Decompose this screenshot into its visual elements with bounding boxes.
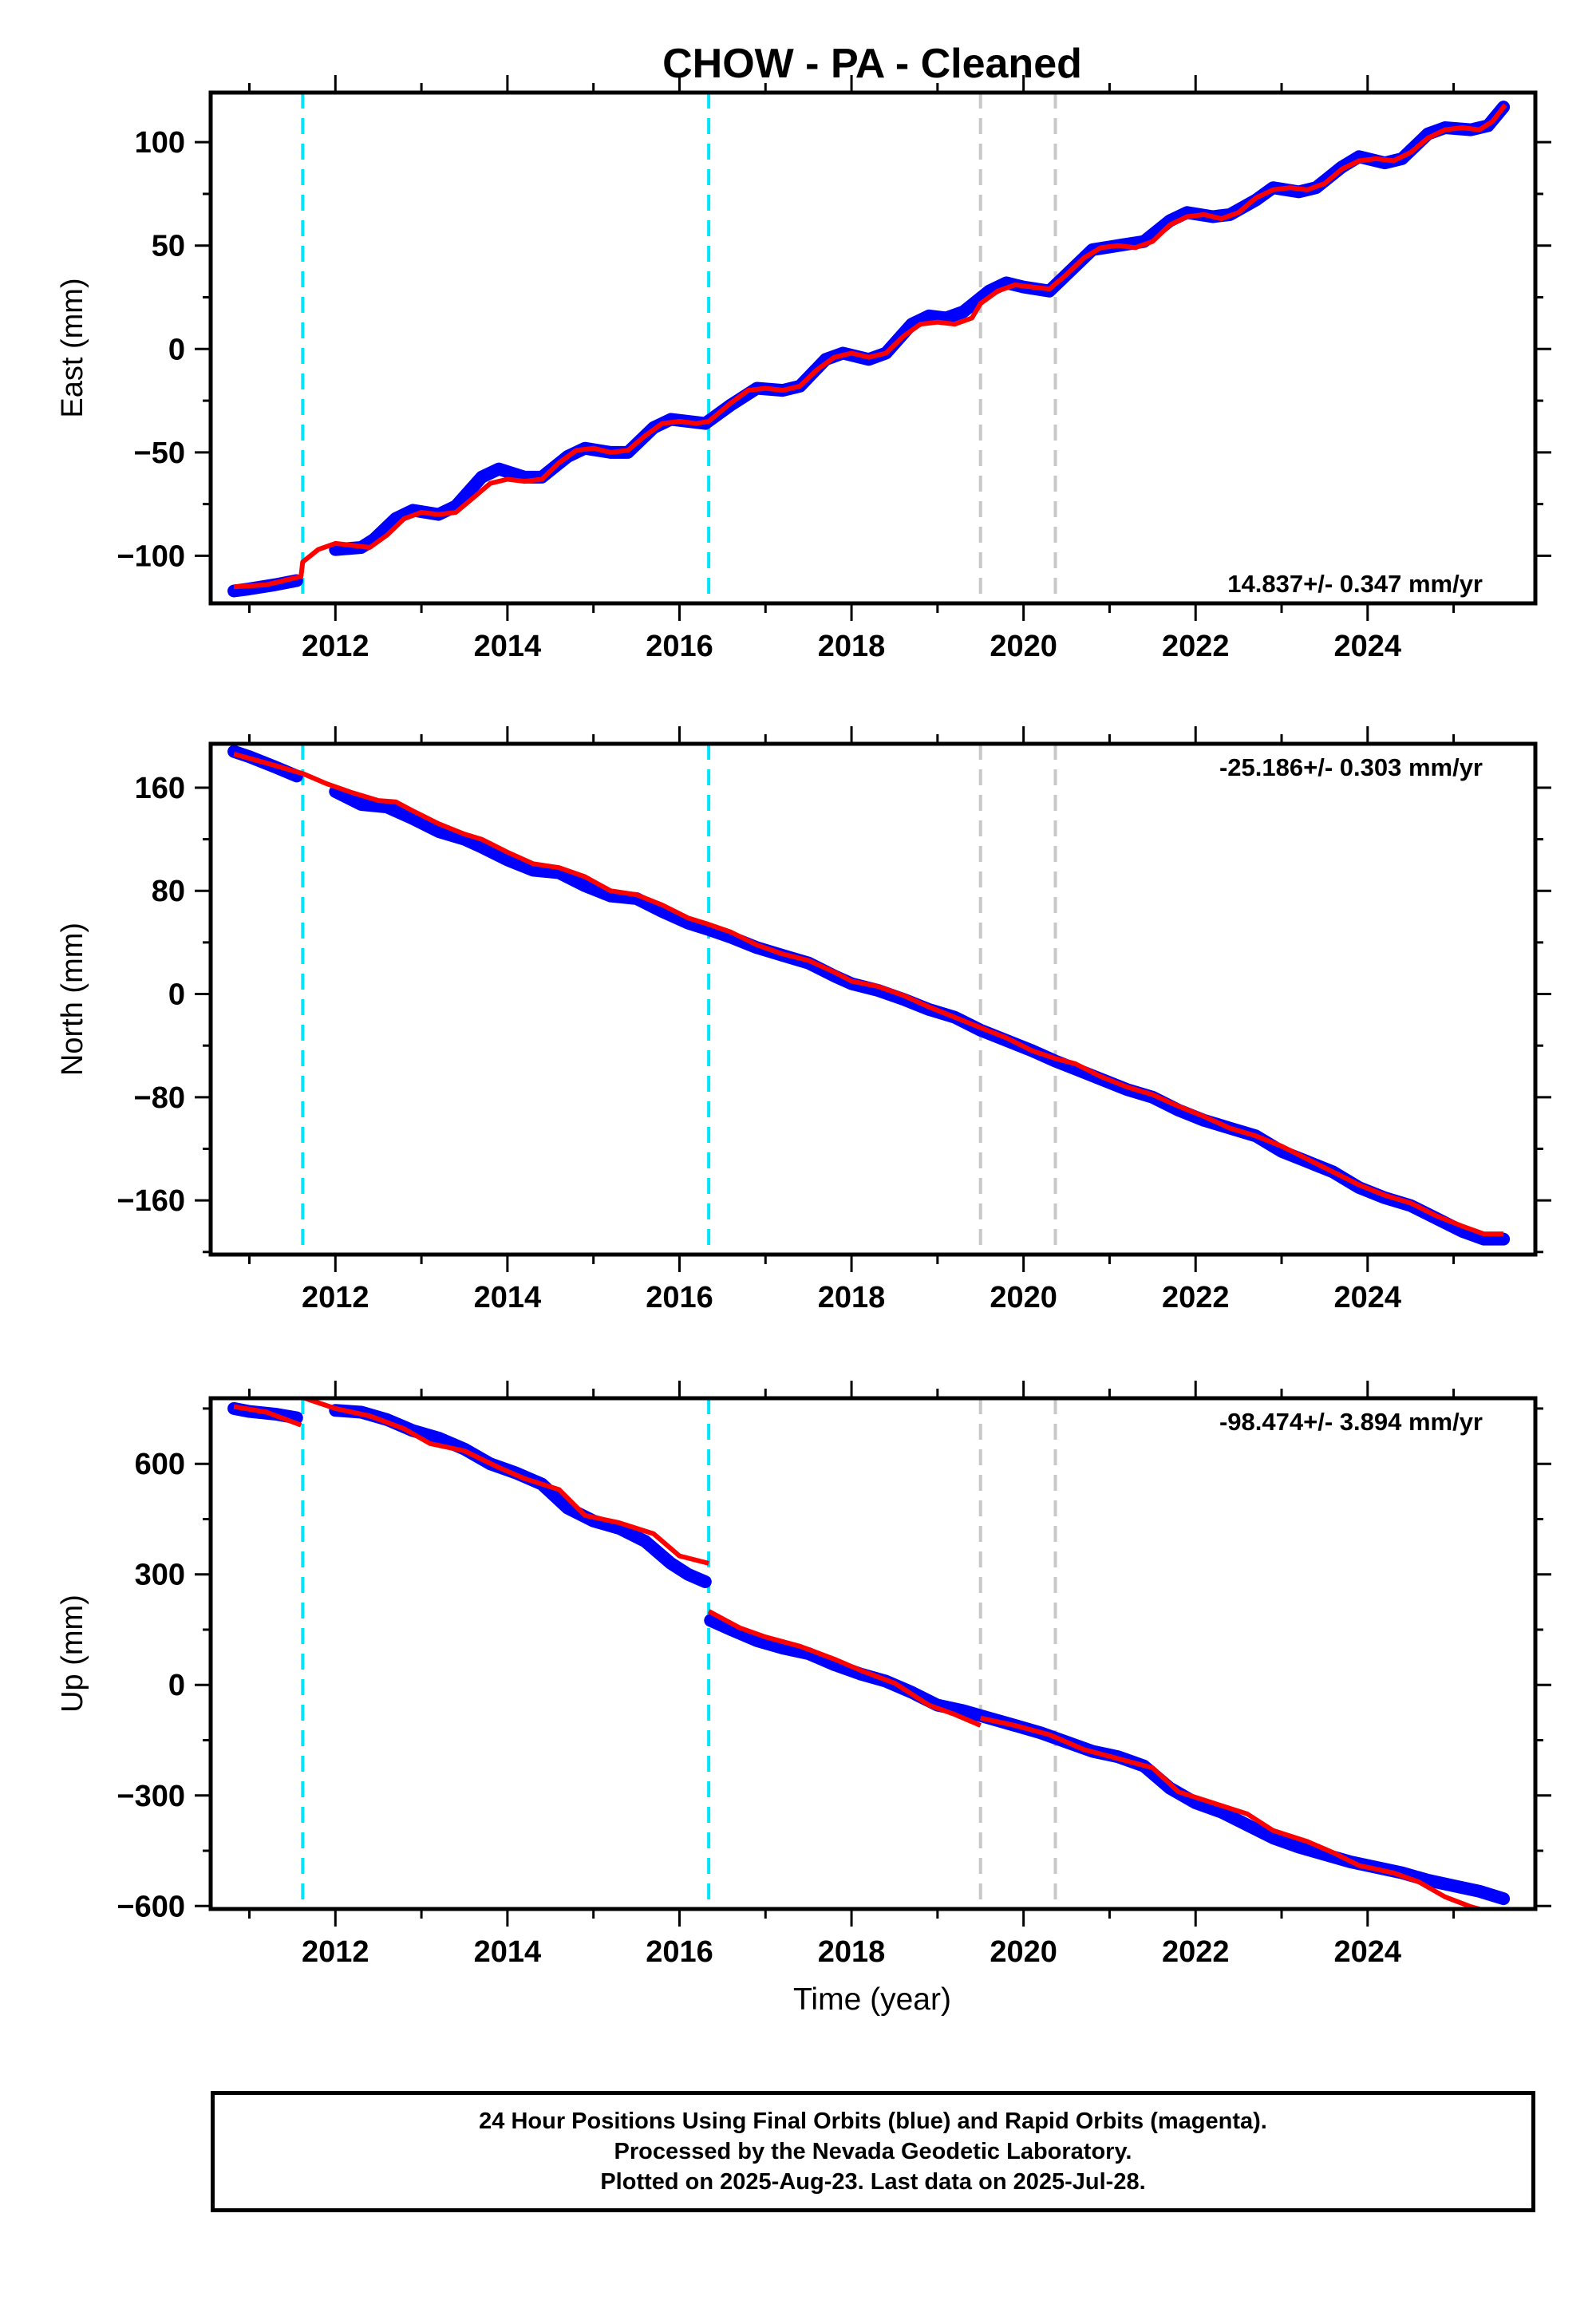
model-segment (233, 752, 1504, 1237)
y-tick-label: 300 (135, 1559, 185, 1592)
data-segment (704, 1614, 1511, 1906)
data-series-east (227, 101, 1511, 598)
x-tick-label: 2020 (990, 1935, 1057, 1969)
x-tick-label: 2014 (474, 1935, 542, 1969)
panels: 2012 2014 2016 2018 2020 2022 2024 −100 −50 0 50 10… (56, 75, 1551, 1969)
y-tick-label: −80 (134, 1081, 185, 1115)
x-tick-label: 2018 (818, 1281, 886, 1314)
y-tick-label: 0 (168, 978, 185, 1012)
y-tick-label: 160 (135, 772, 185, 805)
model-series-east (233, 103, 1507, 590)
model-segment (980, 1715, 1488, 1909)
x-tick-label: 2020 (990, 630, 1057, 663)
plot-frame (208, 1396, 1538, 1911)
model-segment (302, 1398, 709, 1566)
model-series-north (233, 752, 1504, 1237)
caption-line-1: 24 Hour Positions Using Final Orbits (bl… (479, 2109, 1267, 2134)
model-segment (233, 103, 1507, 590)
x-tick-label: 2016 (646, 1935, 713, 1969)
model-segment (707, 1609, 982, 1728)
y-axis-label: North (mm) (56, 923, 89, 1076)
x-tick-label: 2012 (302, 1281, 369, 1314)
panel-north: 2012 2014 2016 2018 2020 2022 2024 −160 −80 0 80 16… (56, 726, 1551, 1314)
x-tick-label: 2018 (818, 1935, 886, 1969)
y-tick-label: 0 (168, 333, 185, 366)
caption-line-3: Plotted on 2025-Aug-23. Last data on 202… (600, 2169, 1146, 2195)
x-tick-label: 2024 (1334, 1281, 1402, 1314)
caption-line-2: Processed by the Nevada Geodetic Laborat… (614, 2139, 1132, 2164)
x-axis-label: Time (year) (793, 1982, 951, 2017)
y-axis-label: Up (mm) (56, 1595, 89, 1713)
x-tick-label: 2024 (1334, 630, 1402, 663)
x-tick-label: 2012 (302, 1935, 369, 1969)
x-tick-label: 2012 (302, 630, 369, 663)
caption-box: 24 Hour Positions Using Final Orbits (bl… (211, 2091, 1535, 2212)
x-tick-label: 2014 (474, 1281, 542, 1314)
y-tick-label: 50 (152, 230, 185, 263)
x-tick-label: 2022 (1162, 1281, 1230, 1314)
data-series-up (227, 1401, 1511, 1906)
rate-label: -98.474+/- 3.894 mm/yr (1219, 1408, 1483, 1436)
y-tick-label: −100 (117, 539, 185, 573)
x-tick-label: 2014 (474, 630, 542, 663)
y-tick-label: 100 (135, 126, 185, 160)
y-tick-label: −160 (117, 1184, 185, 1218)
y-axis-label: East (mm) (56, 278, 89, 417)
x-tick-label: 2022 (1162, 630, 1230, 663)
rate-label: 14.837+/- 0.347 mm/yr (1227, 570, 1483, 598)
x-tick-label: 2018 (818, 630, 886, 663)
x-tick-label: 2022 (1162, 1935, 1230, 1969)
y-tick-label: 600 (135, 1448, 185, 1481)
rate-label: -25.186+/- 0.303 mm/yr (1219, 753, 1483, 781)
y-tick-label: −600 (117, 1890, 185, 1923)
figure-title: CHOW - PA - Cleaned (662, 41, 1082, 87)
y-tick-label: 80 (152, 875, 185, 908)
panel-up: 2012 2014 2016 2018 2020 2022 2024 −600 −300 0 300… (56, 1381, 1551, 1969)
y-tick-label: 0 (168, 1669, 185, 1702)
x-tick-label: 2016 (646, 630, 713, 663)
model-series-up (233, 1398, 1488, 1909)
data-series-north (227, 745, 1511, 1246)
data-segment (329, 1404, 712, 1588)
plot-frame (208, 741, 1538, 1257)
data-segment (329, 101, 1511, 556)
x-tick-label: 2024 (1334, 1935, 1402, 1969)
x-tick-label: 2020 (990, 1281, 1057, 1314)
y-tick-label: −300 (117, 1780, 185, 1813)
x-tick-label: 2016 (646, 1281, 713, 1314)
y-tick-label: −50 (134, 437, 185, 470)
panel-east: 2012 2014 2016 2018 2020 2022 2024 −100 −50 0 50 10… (56, 75, 1551, 663)
model-segment (233, 1404, 302, 1428)
